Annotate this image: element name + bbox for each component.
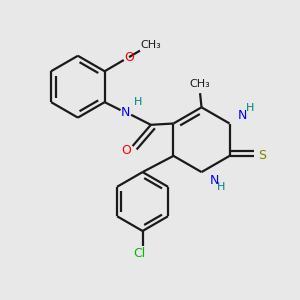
Text: S: S xyxy=(258,149,266,162)
Text: H: H xyxy=(134,97,142,107)
Text: Cl: Cl xyxy=(133,248,145,260)
Text: CH₃: CH₃ xyxy=(190,79,210,89)
Text: N: N xyxy=(121,106,130,119)
Text: CH₃: CH₃ xyxy=(140,40,160,50)
Text: O: O xyxy=(121,144,131,157)
Text: H: H xyxy=(218,182,226,192)
Text: O: O xyxy=(124,51,134,64)
Text: N: N xyxy=(210,174,220,187)
Text: H: H xyxy=(245,103,254,113)
Text: N: N xyxy=(238,109,248,122)
